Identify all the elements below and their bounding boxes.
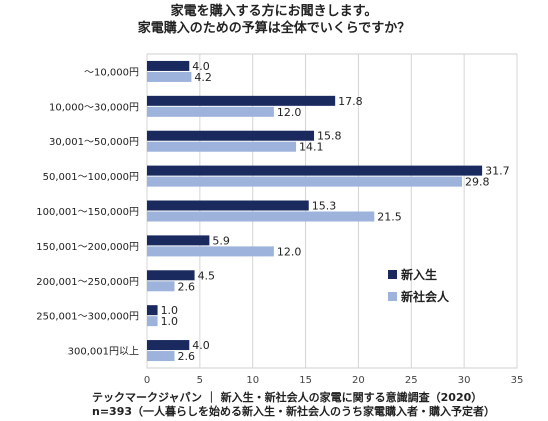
y-category-label: 150,001～200,000円 — [36, 242, 139, 253]
data-label: 31.7 — [485, 165, 510, 178]
bar-series1 — [147, 95, 336, 106]
x-tick-label: 0 — [144, 375, 150, 386]
y-category-label: 200,001～250,000円 — [36, 277, 139, 288]
source-note: テックマークジャパン ｜ 新入生・新社会人の家電に関する意識調査（2020） — [92, 391, 483, 404]
bar-series2 — [147, 71, 192, 82]
y-category-label: 300,001円以上 — [68, 346, 139, 358]
bar-series1 — [147, 165, 483, 176]
data-label: 4.0 — [192, 339, 210, 352]
y-category-label: ～10,000円 — [84, 67, 139, 78]
x-tick-label: 30 — [458, 375, 471, 386]
legend-swatch — [388, 292, 397, 301]
y-category-label: 50,001～100,000円 — [43, 172, 139, 183]
bar-series2 — [147, 211, 375, 222]
data-label: 17.8 — [338, 95, 363, 108]
data-label: 2.6 — [177, 350, 195, 363]
data-label: 4.5 — [198, 269, 216, 282]
y-category-label: 250,001～300,000円 — [36, 312, 139, 323]
y-category-label: 100,001～150,000円 — [36, 207, 139, 218]
legend-label: 新社会人 — [401, 289, 450, 304]
bar-series2 — [147, 106, 274, 117]
data-label: 2.6 — [177, 280, 195, 293]
bar-series2 — [147, 316, 158, 327]
data-label: 12.0 — [277, 245, 302, 258]
bar-series1 — [147, 270, 195, 281]
bar-series2 — [147, 281, 175, 292]
legend-label: 新入生 — [401, 267, 437, 282]
data-label: 5.9 — [212, 234, 230, 247]
x-tick-label: 15 — [299, 375, 312, 386]
data-label: 15.3 — [312, 200, 337, 213]
bar-series1 — [147, 60, 190, 71]
data-label: 4.2 — [194, 71, 212, 84]
x-tick-label: 25 — [405, 375, 418, 386]
chart-subtitle: 家電購入のための予算は全体でいくらですか？ — [137, 21, 411, 36]
sample-note: n=393（一人暮らしを始める新入生・新社会人のうち家電購入者・購入予定者） — [92, 405, 496, 418]
bar-series1 — [147, 235, 210, 246]
x-tick-label: 20 — [352, 375, 365, 386]
data-label: 1.0 — [161, 304, 179, 317]
bar-series1 — [147, 340, 190, 351]
data-label: 29.8 — [465, 176, 490, 189]
data-label: 14.1 — [299, 141, 324, 154]
data-label: 1.0 — [161, 315, 179, 328]
x-tick-label: 35 — [511, 375, 524, 386]
data-label: 21.5 — [377, 211, 402, 224]
y-category-label: 30,001～50,000円 — [49, 137, 139, 148]
chart-title: 家電を購入する方にお聞きします。 — [170, 4, 378, 19]
legend-swatch — [388, 270, 397, 279]
x-tick-label: 5 — [197, 375, 203, 386]
bar-series1 — [147, 130, 315, 141]
data-label: 15.8 — [317, 130, 342, 143]
data-label: 4.0 — [192, 60, 210, 73]
y-category-label: 10,000～30,000円 — [49, 102, 139, 113]
bar-chart: 0 5 10 15 20 25 30 35 ～10,000円 10,000～30,000円 30,0… — [36, 53, 524, 386]
bar-series1 — [147, 200, 309, 211]
bar-series2 — [147, 176, 463, 187]
bar-series2 — [147, 141, 297, 152]
bar-series2 — [147, 246, 274, 257]
data-label: 12.0 — [277, 106, 302, 119]
bar-series1 — [147, 305, 158, 316]
x-tick-label: 10 — [246, 375, 259, 386]
bar-series2 — [147, 351, 175, 362]
